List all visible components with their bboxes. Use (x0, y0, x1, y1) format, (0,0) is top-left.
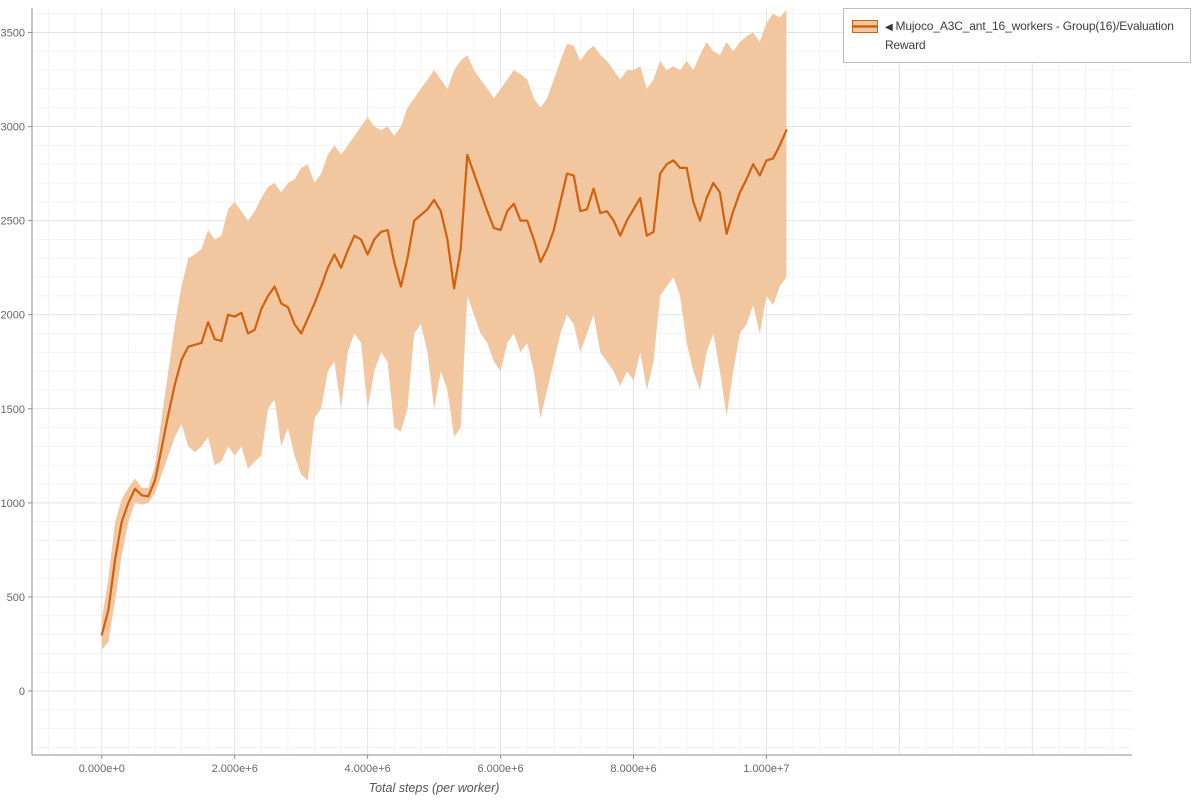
svg-text:1000: 1000 (1, 498, 25, 510)
legend-label: ◀ Mujoco_A3C_ant_16_workers - Group(16)/E… (885, 17, 1174, 54)
legend-series-swatch-icon (852, 20, 878, 33)
svg-text:1500: 1500 (1, 404, 25, 416)
legend-label-line2: Reward (885, 37, 926, 52)
svg-text:6.000e+6: 6.000e+6 (477, 763, 523, 775)
svg-text:1.000e+7: 1.000e+7 (743, 763, 789, 775)
svg-text:0: 0 (19, 686, 25, 698)
svg-text:500: 500 (7, 592, 25, 604)
svg-text:2500: 2500 (1, 216, 25, 228)
svg-text:8.000e+6: 8.000e+6 (610, 763, 656, 775)
legend-box[interactable]: ◀ Mujoco_A3C_ant_16_workers - Group(16)/E… (843, 8, 1191, 64)
svg-text:3000: 3000 (1, 122, 25, 134)
svg-text:3500: 3500 (1, 27, 25, 39)
svg-text:4.000e+6: 4.000e+6 (345, 763, 391, 775)
x-axis-label: Total steps (per worker) (368, 781, 500, 795)
legend-label-line1: Mujoco_A3C_ant_16_workers - Group(16)/Ev… (895, 19, 1174, 33)
svg-text:2000: 2000 (1, 310, 25, 322)
svg-text:0.000e+0: 0.000e+0 (79, 763, 125, 775)
svg-text:2.000e+6: 2.000e+6 (212, 763, 258, 775)
legend-collapse-icon[interactable]: ◀ (885, 22, 893, 33)
